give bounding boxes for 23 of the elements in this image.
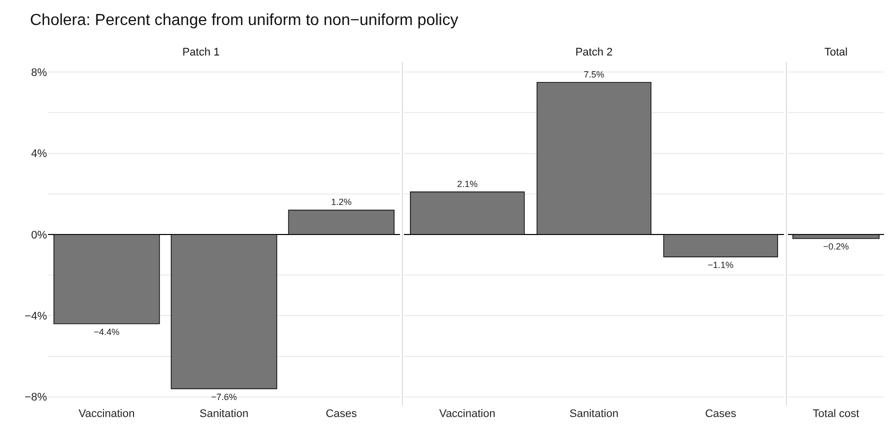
x-tick-label: Sanitation [200, 408, 248, 420]
y-tick-label: −8% [24, 392, 48, 404]
x-tick-label: Sanitation [570, 408, 618, 420]
data-label: −0.2% [823, 242, 849, 252]
chart-subtitle: Patch 2 [575, 46, 613, 59]
data-label: −1.1% [708, 260, 734, 270]
x-tick-label: Cases [705, 408, 737, 420]
data-label: 2.1% [457, 178, 478, 189]
x-tick-label: Vaccination [78, 408, 135, 420]
y-tick-label: 0% [31, 229, 48, 242]
y-tick-label: 4% [31, 148, 48, 160]
y-tick-label: −4% [24, 310, 48, 323]
x-tick-label: Vaccination [439, 408, 496, 420]
data-label: −7.6% [211, 392, 237, 402]
chart-subtitle: Total [824, 46, 848, 59]
x-tick-label: Total cost [812, 408, 860, 420]
chart-title: Cholera: Percent change from uniform to non−uniform policy [30, 12, 458, 30]
chart-subtitle: Patch 1 [182, 46, 220, 59]
x-tick-label: Cases [326, 408, 358, 420]
data-label: −4.4% [94, 326, 120, 337]
y-tick-label: 8% [31, 67, 48, 79]
data-label: 7.5% [584, 69, 604, 80]
data-label: 1.2% [331, 197, 352, 208]
